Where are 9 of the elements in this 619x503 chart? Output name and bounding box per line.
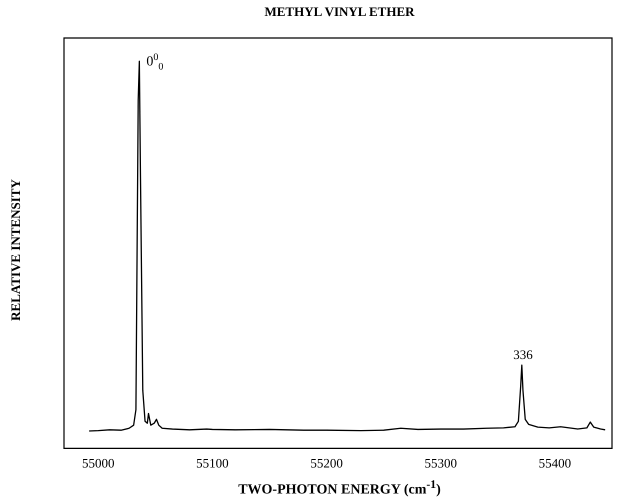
x-tick-label: 55400 [538,456,572,471]
x-tick-label: 55200 [310,456,343,471]
x-axis-title: TWO-PHOTON ENERGY (cm$^{-1}$) [237,478,442,499]
annotation: 336 [513,347,534,362]
y-axis-title: RELATIVE INTENSITY [8,179,24,321]
x-tick-label: 55100 [196,456,229,471]
x-tick-label: 55000 [82,456,114,471]
x-tick-label: 55300 [424,456,457,471]
chart-title: METHYL VINYL ETHER [263,4,416,20]
